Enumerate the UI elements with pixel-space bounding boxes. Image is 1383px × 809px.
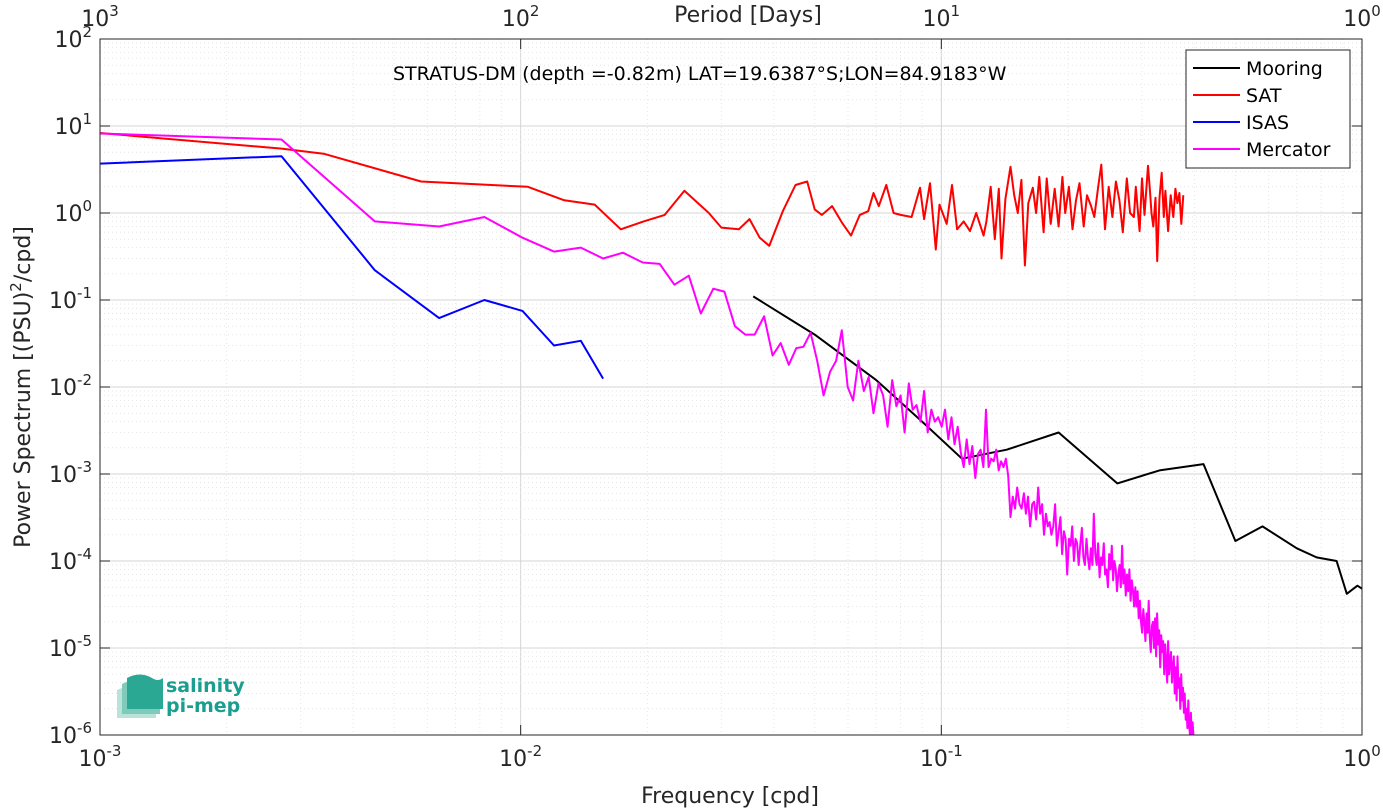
top-tick-label-base: 10 [1343,7,1371,32]
logo-line-1: salinity [166,675,245,697]
legend-label-isas: ISAS [1246,112,1289,134]
x-tick-label-base: 10 [920,747,948,772]
x-tick-label: 10-2 [499,742,542,772]
series-line-mooring [752,295,1362,595]
top-tick-label-base: 10 [923,7,951,32]
y-tick-label-base: 10 [49,463,77,488]
x-tick-label-base: 10 [499,747,527,772]
series-line-mercator [100,132,1195,735]
top-tick-label: 103 [81,2,119,32]
y-tick-label: 10-4 [49,545,92,575]
y-tick-label-base: 10 [49,550,77,575]
y-axis-title-main: Power Spectrum [(PSU) [11,292,36,548]
top-tick-label: 101 [923,2,961,32]
legend-label-mercator: Mercator [1246,139,1331,161]
y-axis-title-sup: 2 [7,282,25,292]
series-line-isas [100,155,604,380]
y-tick-label-exponent: -6 [77,719,92,737]
legend: Mooring SAT ISAS Mercator [1185,49,1351,169]
x-tick-label-exponent: -2 [527,742,542,760]
top-tick-label-exponent: 0 [1371,2,1381,20]
y-tick-label: 100 [54,197,92,227]
top-tick-label-exponent: 1 [951,2,961,20]
y-tick-label-base: 10 [54,115,82,140]
x-tick-label-base: 10 [79,747,107,772]
y-tick-label-exponent: -2 [77,371,92,389]
y-tick-label-exponent: 1 [82,110,92,128]
y-axis-title: Power Spectrum [(PSU)2/cpd] [7,226,36,548]
y-tick-label-exponent: 2 [82,23,92,41]
y-tick-label-exponent: -1 [77,284,92,302]
salinity-pi-mep-logo: salinity pi-mep [117,674,245,718]
y-tick-label: 10-6 [49,719,92,749]
legend-label-sat: SAT [1246,85,1282,107]
logo-line-2: pi-mep [166,695,240,717]
x-tick-label-exponent: -3 [107,742,122,760]
top-tick-label: 100 [1343,2,1381,32]
y-tick-label: 10-1 [49,284,92,314]
series-line-sat [100,132,1185,267]
y-tick-label: 10-5 [49,632,92,662]
top-axis-title: Period [Days] [674,3,822,28]
y-tick-label-base: 10 [54,202,82,227]
y-tick-label-exponent: -4 [77,545,92,563]
chart-annotation: STRATUS-DM (depth =-0.82m) LAT=19.6387°S… [393,63,1007,85]
top-tick-label: 102 [502,2,540,32]
logo-wave-1 [127,674,163,709]
x-tick-label: 10-1 [920,742,963,772]
legend-label-mooring: Mooring [1246,58,1323,80]
y-tick-label-base: 10 [49,724,77,749]
top-tick-label-base: 10 [502,7,530,32]
y-tick-label: 10-2 [49,371,92,401]
series-layer [100,132,1362,735]
top-tick-label-base: 10 [81,7,109,32]
y-tick-label: 101 [54,110,92,140]
y-tick-label-base: 10 [54,28,82,53]
top-tick-label-exponent: 2 [530,2,540,20]
y-tick-label-base: 10 [49,289,77,314]
y-tick-label-exponent: -3 [77,458,92,476]
y-tick-label-exponent: -5 [77,632,92,650]
x-tick-label-base: 10 [1343,747,1371,772]
x-tick-label-exponent: -1 [948,742,963,760]
x-axis-title: Frequency [cpd] [641,784,819,809]
y-tick-label-base: 10 [49,637,77,662]
y-tick-label-base: 10 [49,376,77,401]
y-axis-title-tail: /cpd] [11,226,36,282]
y-tick-label: 10-3 [49,458,92,488]
x-tick-label: 100 [1343,742,1381,772]
x-tick-label-exponent: 0 [1371,742,1381,760]
x-tick-label: 10-3 [79,742,122,772]
y-tick-label-exponent: 0 [82,197,92,215]
y-tick-label: 102 [54,23,92,53]
top-tick-label-exponent: 3 [109,2,119,20]
